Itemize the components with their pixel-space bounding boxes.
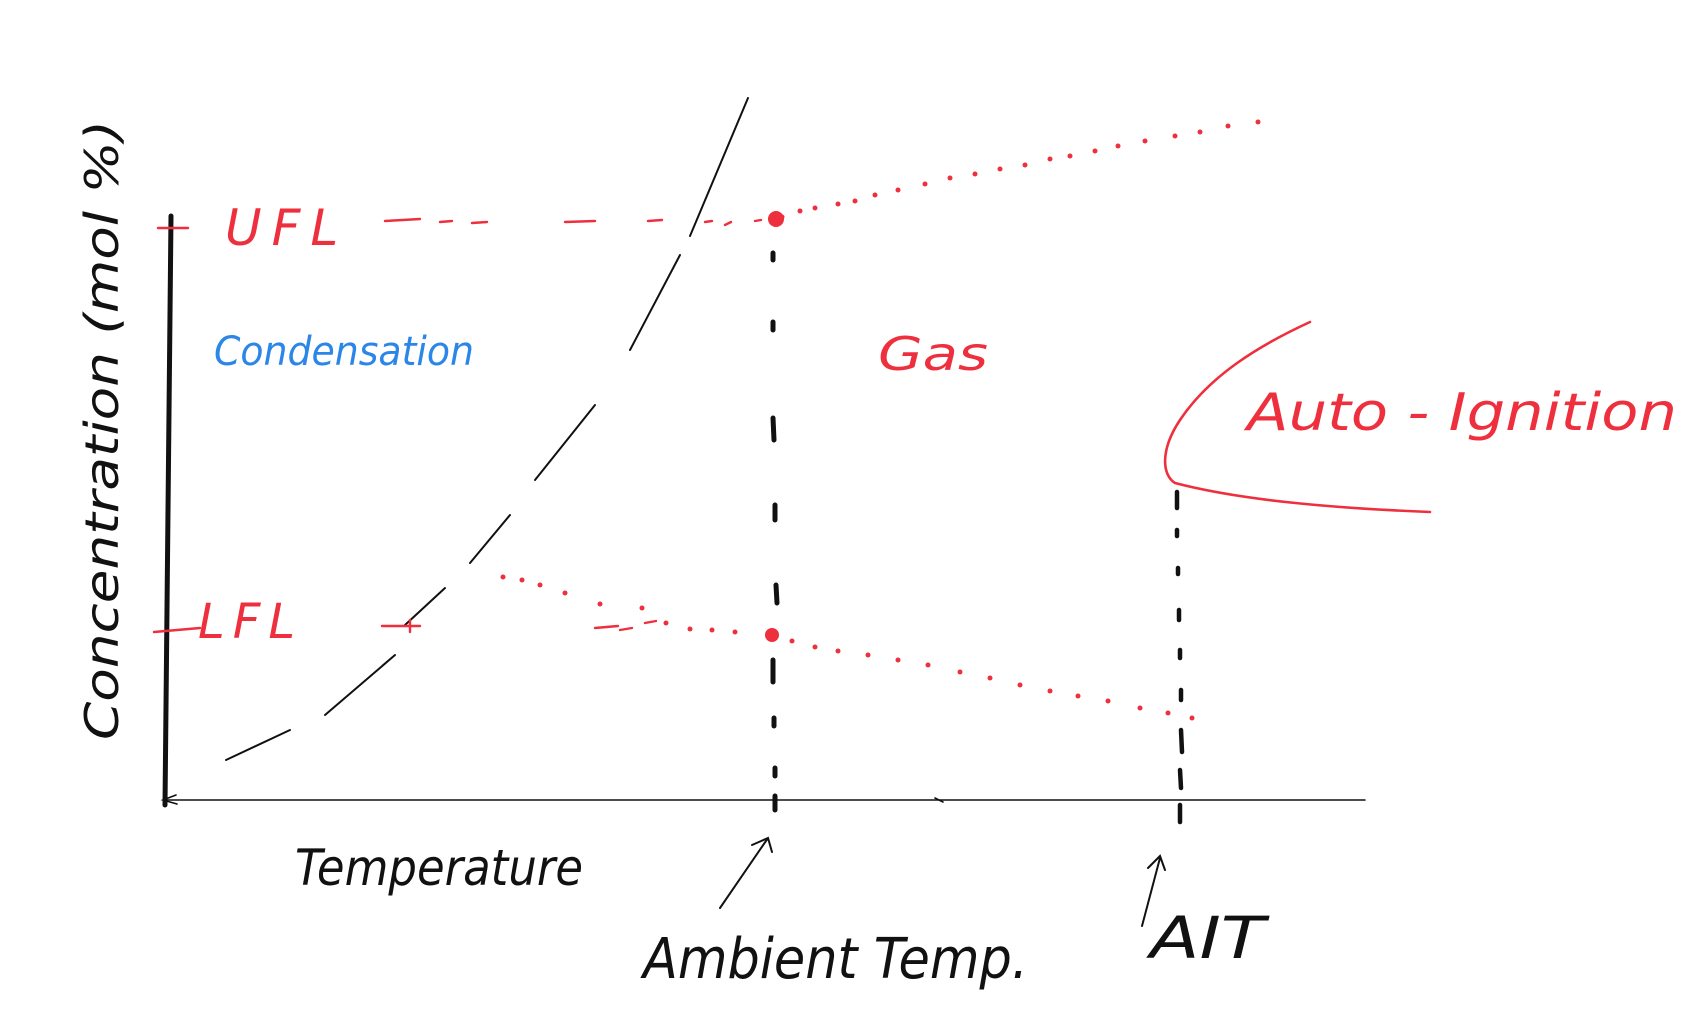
gas-label: Gas: [878, 327, 988, 381]
axes: [160, 213, 1366, 808]
ufl-upper-trend: [779, 119, 1261, 220]
lfl-ambient-point: [765, 628, 779, 642]
ait-label: AIT: [1145, 904, 1271, 972]
auto-ignition-curve: [1163, 320, 1432, 514]
ambient-temp-line: [770, 250, 780, 813]
ait-arrow: [1141, 854, 1166, 927]
x-axis-label: Temperature: [295, 839, 583, 897]
ufl-label: UFL: [225, 199, 348, 257]
pointer-arrows: [719, 836, 1166, 927]
auto-ignition-label: Auto - Ignition: [1243, 383, 1677, 443]
lfl-label: LFL: [198, 594, 303, 650]
y-axis: [162, 213, 174, 808]
condensation-curve: [225, 97, 749, 761]
condensation-label: Condensation: [214, 329, 474, 375]
ufl-line: [156, 217, 763, 230]
y-axis-label: Concentration (mol %): [75, 120, 129, 740]
ambient-temp-label: Ambient Temp.: [640, 927, 1028, 992]
ambient-arrow: [719, 836, 773, 909]
lfl-trend: [500, 574, 1195, 721]
x-axis-arrow-tip: [160, 794, 178, 805]
x-axis-tick: [934, 797, 944, 803]
ait-line: [1174, 489, 1185, 825]
lfl-line: [152, 618, 658, 634]
ufl-ambient-point: [768, 211, 784, 227]
